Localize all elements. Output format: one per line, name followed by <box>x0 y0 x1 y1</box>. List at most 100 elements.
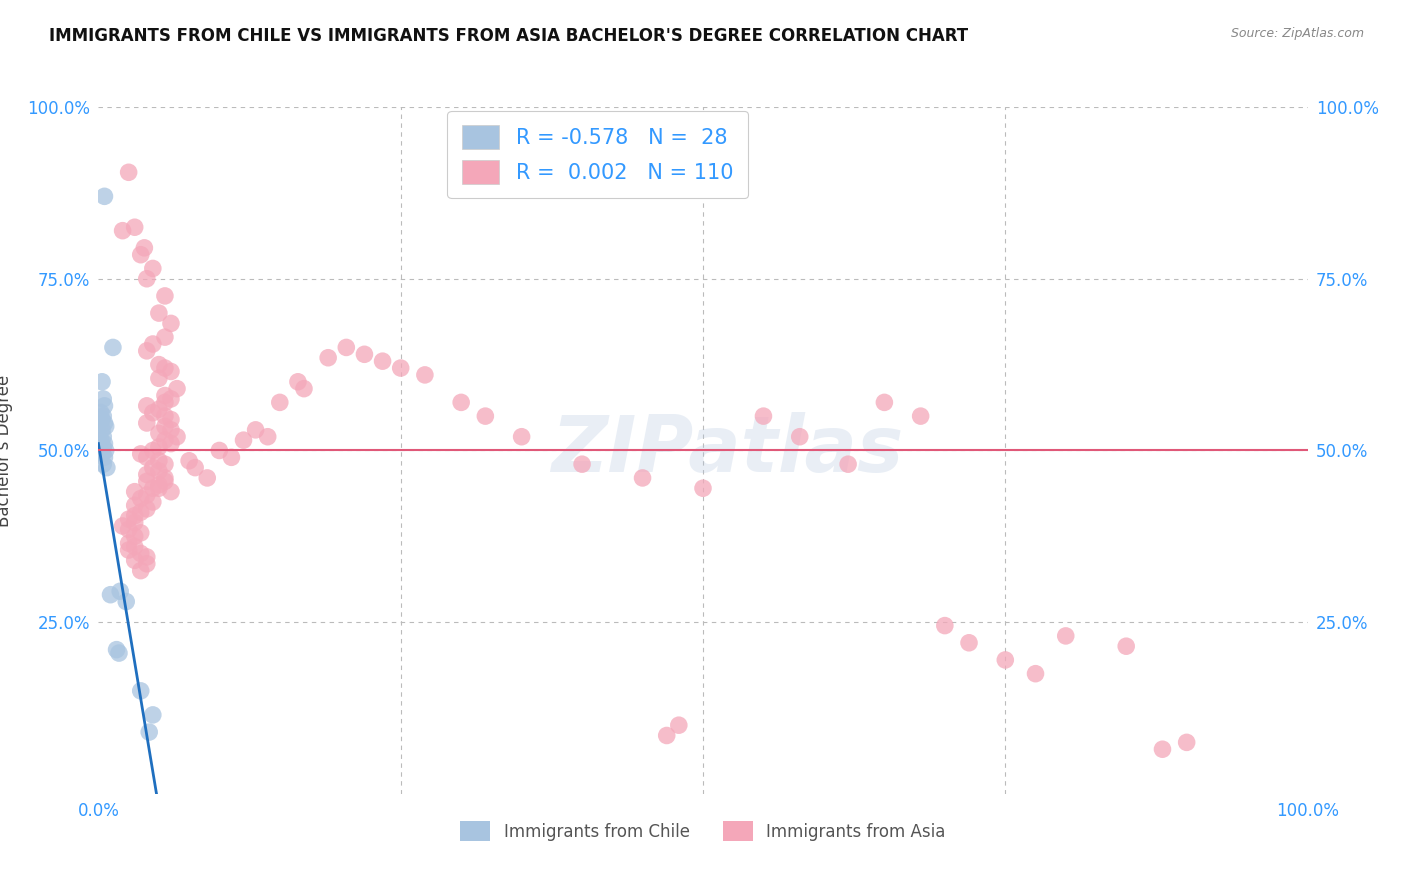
Point <box>994 653 1017 667</box>
Point <box>111 519 134 533</box>
Point <box>153 457 176 471</box>
Point <box>160 423 183 437</box>
Text: ZIPatlas: ZIPatlas <box>551 412 903 489</box>
Point <box>111 224 134 238</box>
Point <box>160 392 183 406</box>
Point <box>160 484 183 499</box>
Point <box>94 419 117 434</box>
Point <box>1175 735 1198 749</box>
Point <box>934 618 956 632</box>
Point <box>957 636 980 650</box>
Point <box>90 406 112 420</box>
Point <box>129 491 152 506</box>
Legend: Immigrants from Chile, Immigrants from Asia: Immigrants from Chile, Immigrants from A… <box>454 814 952 847</box>
Point <box>148 358 170 372</box>
Point <box>124 508 146 523</box>
Point <box>91 457 114 471</box>
Point <box>571 457 593 471</box>
Point <box>148 402 170 417</box>
Point <box>91 423 114 437</box>
Point <box>1054 629 1077 643</box>
Point <box>135 271 157 285</box>
Point <box>148 464 170 478</box>
Point <box>335 340 357 354</box>
Point <box>195 471 218 485</box>
Point <box>752 409 775 424</box>
Point <box>142 460 165 475</box>
Point <box>256 430 278 444</box>
Point <box>91 447 114 461</box>
Point <box>153 289 176 303</box>
Point <box>910 409 932 424</box>
Point <box>118 536 141 550</box>
Point <box>153 419 176 434</box>
Point <box>129 525 152 540</box>
Point <box>134 241 156 255</box>
Point <box>245 423 267 437</box>
Point <box>179 454 201 468</box>
Point <box>153 409 176 424</box>
Point <box>148 371 170 385</box>
Point <box>142 406 165 420</box>
Point <box>135 475 157 489</box>
Point <box>129 447 152 461</box>
Point <box>124 540 146 554</box>
Point <box>208 443 231 458</box>
Point <box>135 549 157 564</box>
Point <box>135 488 157 502</box>
Point <box>153 361 176 376</box>
Y-axis label: Bachelor's Degree: Bachelor's Degree <box>0 375 13 526</box>
Point <box>142 495 165 509</box>
Point <box>148 478 170 492</box>
Point <box>450 395 472 409</box>
Point <box>142 443 165 458</box>
Point <box>153 395 176 409</box>
Point <box>166 382 188 396</box>
Point <box>91 392 114 406</box>
Point <box>510 430 533 444</box>
Point <box>124 499 146 513</box>
Point <box>101 340 124 354</box>
Point <box>148 454 170 468</box>
Point <box>353 347 375 361</box>
Point <box>287 375 309 389</box>
Point <box>118 512 141 526</box>
Point <box>160 412 183 426</box>
Point <box>129 683 152 698</box>
Point <box>90 433 112 447</box>
Point <box>91 430 114 444</box>
Point <box>96 460 118 475</box>
Point <box>91 412 114 426</box>
Point <box>129 546 152 561</box>
Point <box>115 594 138 608</box>
Point <box>124 220 146 235</box>
Point <box>91 440 114 454</box>
Point <box>142 481 165 495</box>
Point <box>118 543 141 558</box>
Point <box>124 529 146 543</box>
Point <box>873 395 896 409</box>
Point <box>631 471 654 485</box>
Point <box>160 317 183 331</box>
Point <box>153 433 176 447</box>
Point <box>135 399 157 413</box>
Point <box>292 382 315 396</box>
Point <box>93 450 115 465</box>
Point <box>269 395 291 409</box>
Point <box>138 725 160 739</box>
Point <box>1025 666 1047 681</box>
Point <box>135 557 157 571</box>
Point <box>129 505 152 519</box>
Point <box>100 588 122 602</box>
Point <box>153 475 176 489</box>
Point <box>135 343 157 358</box>
Point <box>135 467 157 482</box>
Point <box>148 481 170 495</box>
Text: Source: ZipAtlas.com: Source: ZipAtlas.com <box>1230 27 1364 40</box>
Text: IMMIGRANTS FROM CHILE VS IMMIGRANTS FROM ASIA BACHELOR'S DEGREE CORRELATION CHAR: IMMIGRANTS FROM CHILE VS IMMIGRANTS FROM… <box>49 27 969 45</box>
Point <box>93 436 115 450</box>
Point <box>124 553 146 567</box>
Point <box>474 409 496 424</box>
Point <box>108 646 131 660</box>
Point <box>135 416 157 430</box>
